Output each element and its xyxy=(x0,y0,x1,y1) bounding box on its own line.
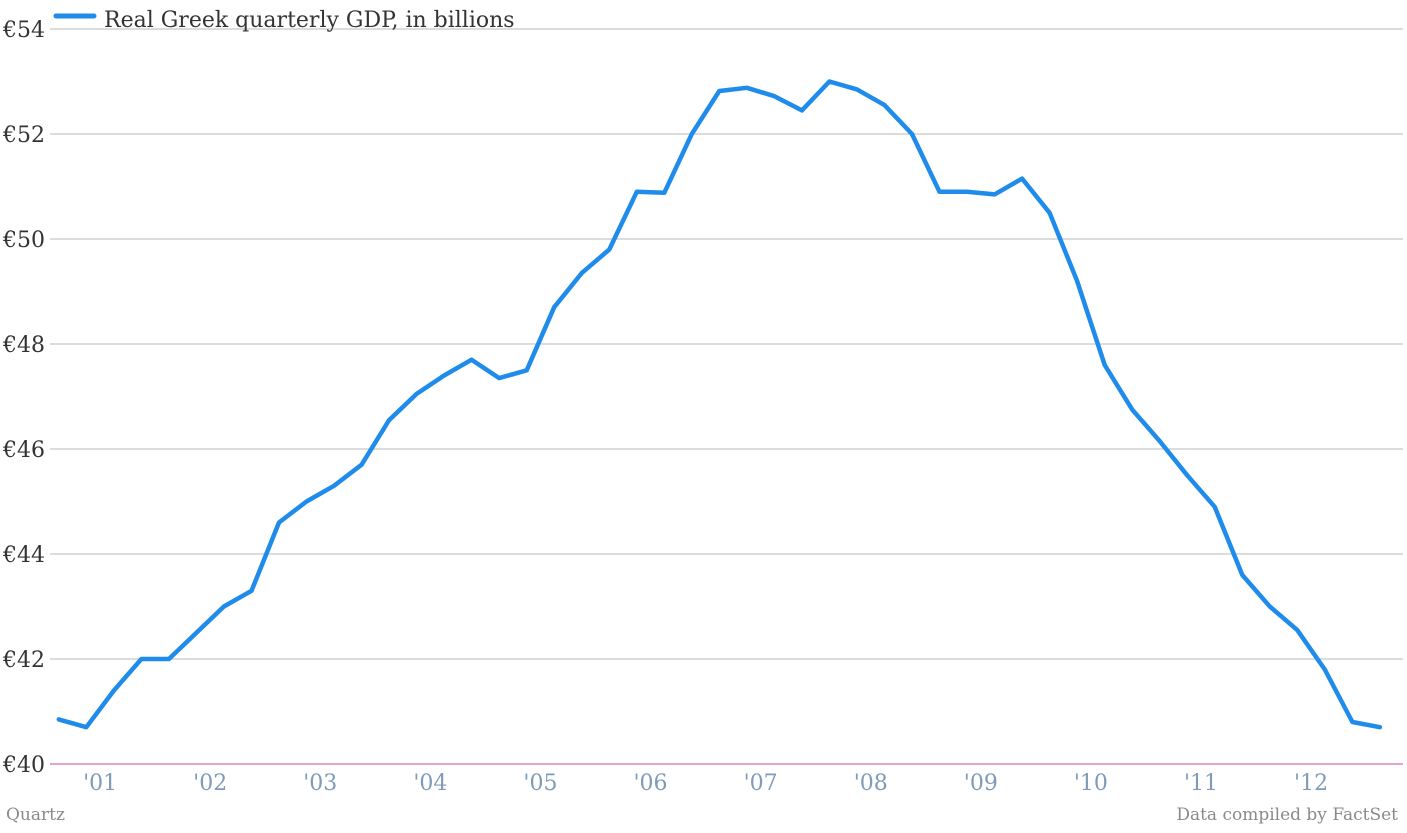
x-tick-label: '09 xyxy=(964,771,998,796)
x-tick-label: '11 xyxy=(1184,771,1218,796)
y-tick-label: €48 xyxy=(2,333,45,358)
x-tick-label: '05 xyxy=(523,771,557,796)
source-right: Data compiled by FactSet xyxy=(1176,805,1398,825)
x-tick-label: '07 xyxy=(744,771,778,796)
y-tick-label: €54 xyxy=(2,18,45,43)
x-tick-label: '10 xyxy=(1074,771,1108,796)
y-tick-label: €50 xyxy=(2,228,45,253)
y-tick-label: €46 xyxy=(2,438,45,463)
series-line-gdp xyxy=(56,79,1383,730)
y-tick-label: €40 xyxy=(2,753,45,778)
y-axis-tick-labels: €40 €42 €44 €46 €48 €50 €52 €54 xyxy=(2,18,45,778)
y-tick-label: €52 xyxy=(2,123,45,148)
y-tick-label: €44 xyxy=(2,543,45,568)
x-tick-label: '01 xyxy=(83,771,117,796)
legend: Real Greek quarterly GDP, in billions xyxy=(53,8,515,33)
gridlines xyxy=(50,28,1403,765)
y-tick-label: €42 xyxy=(2,648,45,673)
x-tick-label: '12 xyxy=(1294,771,1328,796)
x-tick-label: '04 xyxy=(413,771,447,796)
x-tick-label: '08 xyxy=(854,771,888,796)
legend-label: Real Greek quarterly GDP, in billions xyxy=(104,8,515,33)
x-tick-label: '03 xyxy=(303,771,337,796)
x-axis-tick-labels: '01 '02 '03 '04 '05 '06 '07 '08 '09 '10 '11 '12 xyxy=(83,771,1328,796)
series-lines xyxy=(56,79,1383,730)
x-tick-label: '02 xyxy=(193,771,227,796)
source-left: Quartz xyxy=(6,805,65,825)
x-tick-label: '06 xyxy=(634,771,668,796)
